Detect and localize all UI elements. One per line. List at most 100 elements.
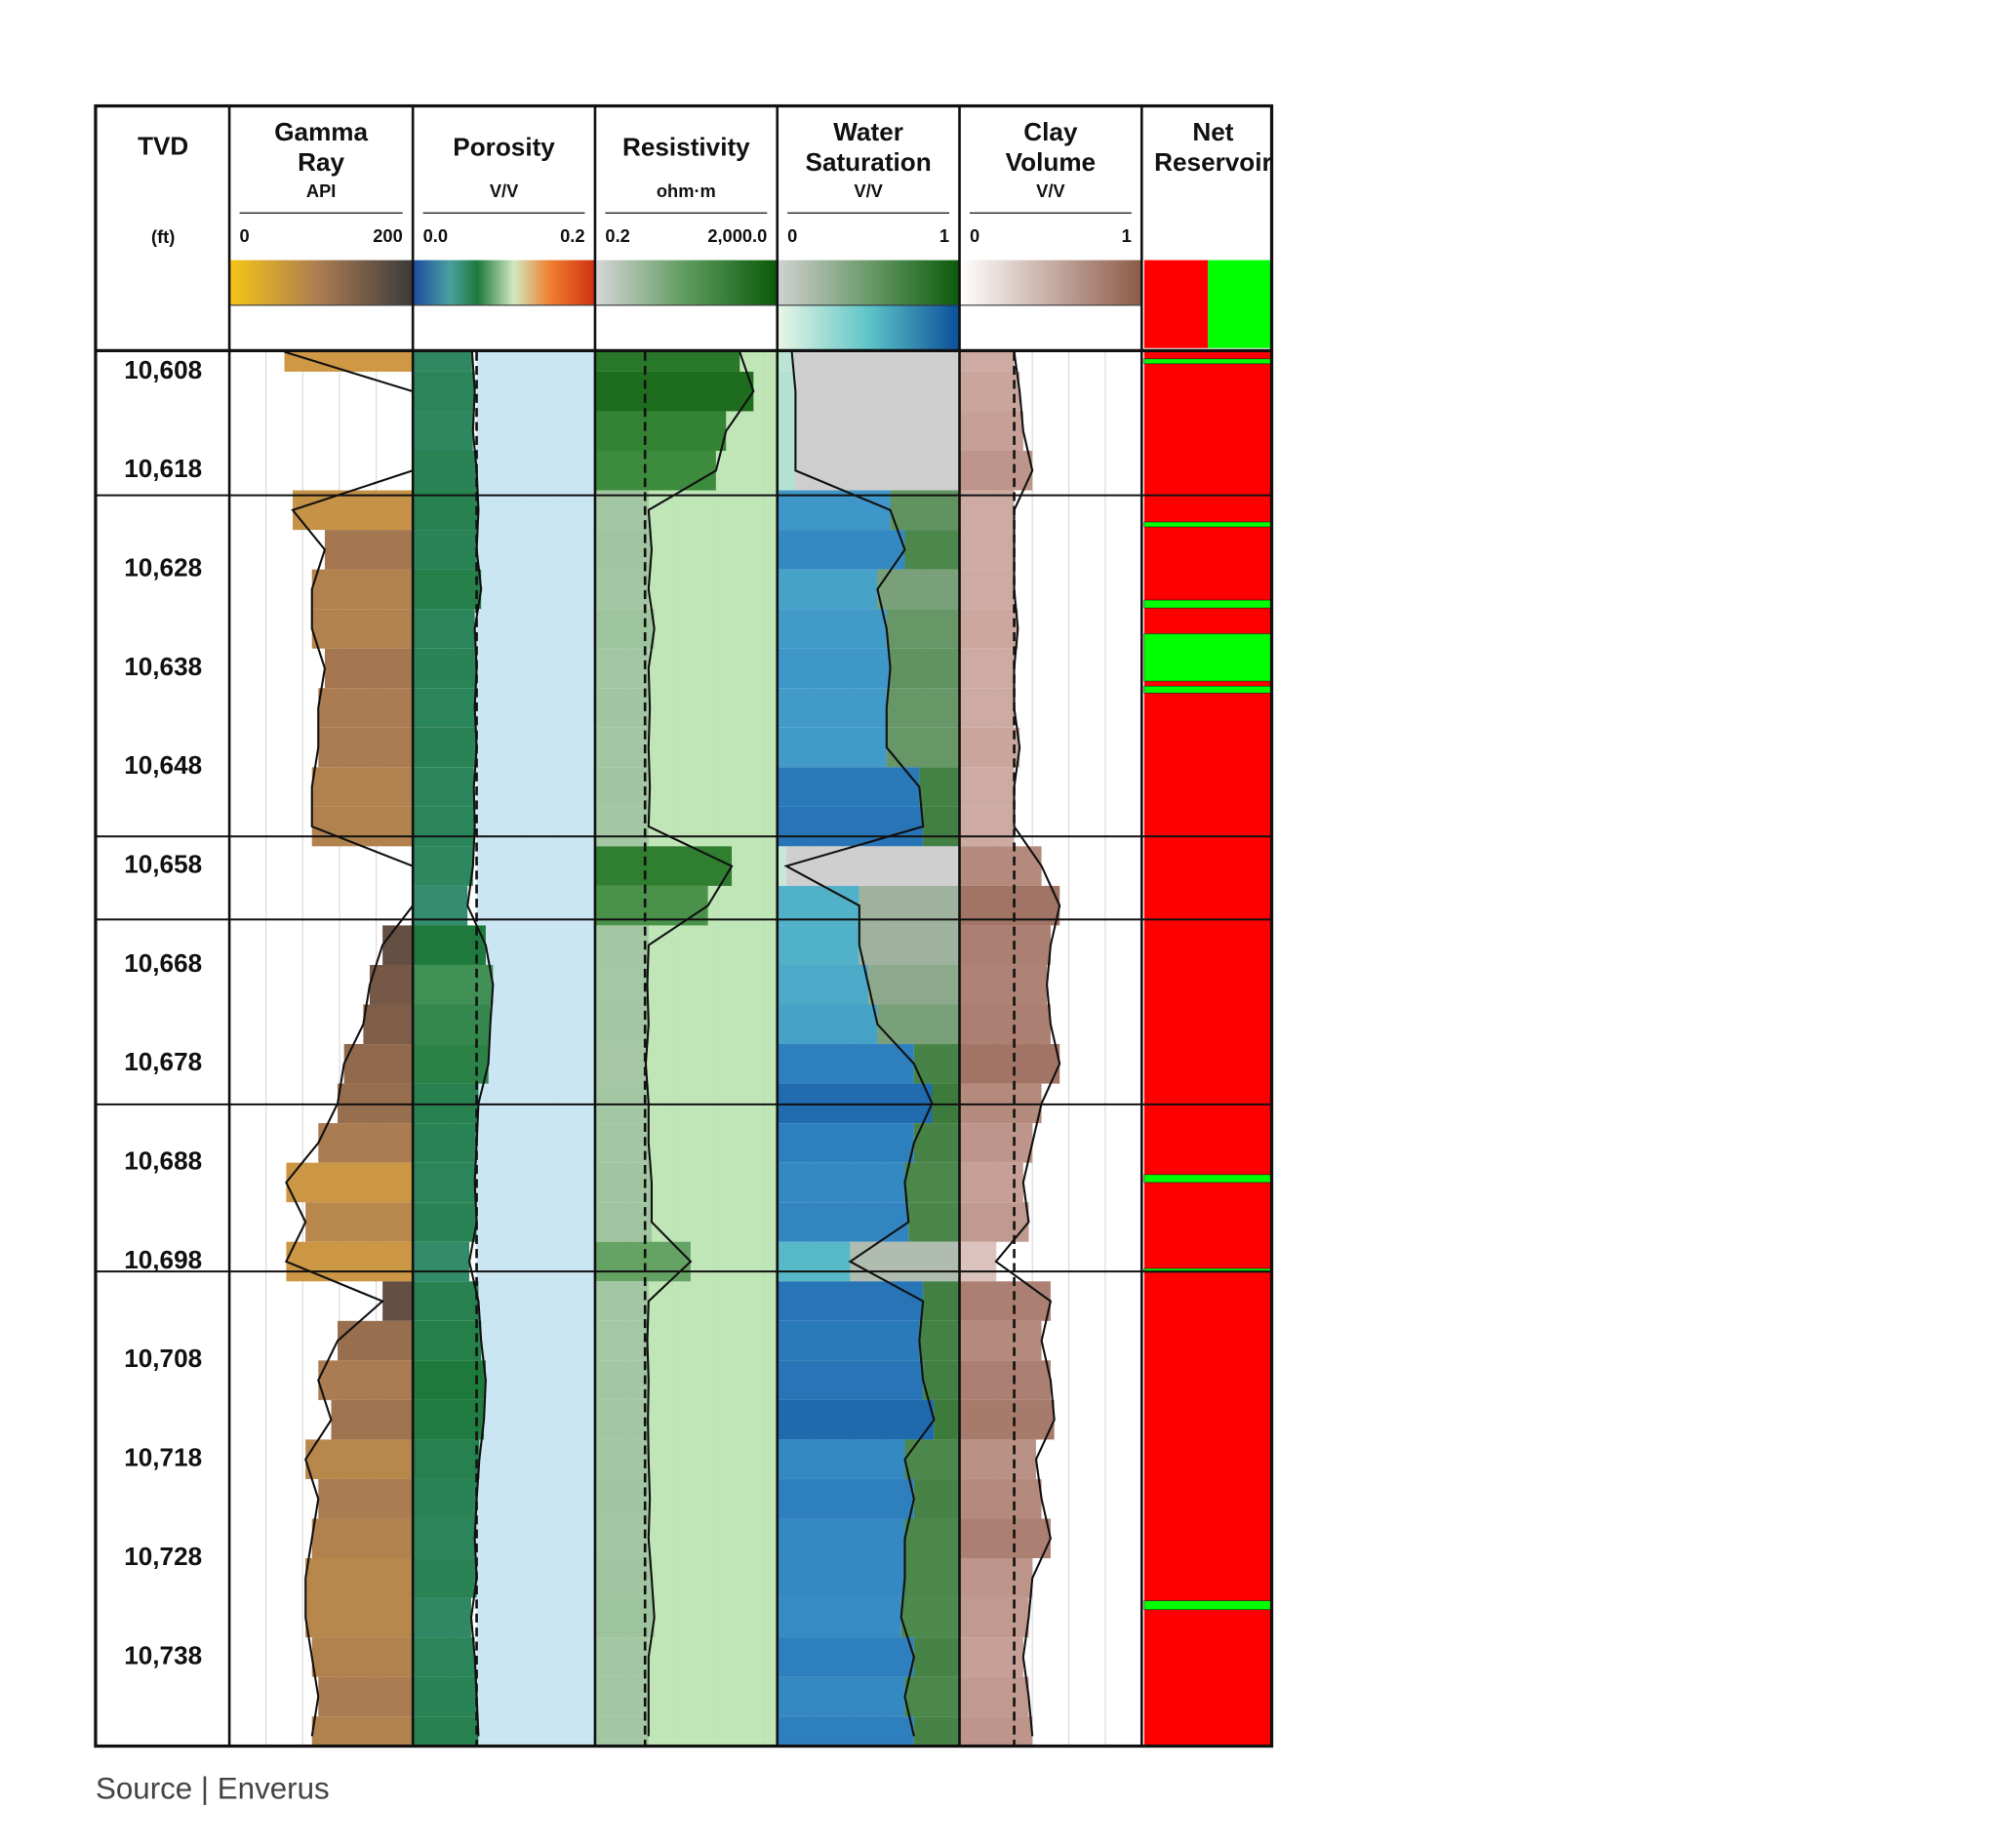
curve-fill xyxy=(305,1202,414,1242)
curve-fill xyxy=(318,1123,414,1163)
scale-tick-label: 1 xyxy=(939,225,949,246)
curve-fill xyxy=(594,727,649,768)
curve-fill xyxy=(413,1320,482,1361)
curve-fill xyxy=(777,1083,933,1124)
curve-fill xyxy=(413,1123,477,1163)
curve-fill-right xyxy=(850,1241,960,1282)
curve-fill-right xyxy=(795,451,960,491)
curve-fill xyxy=(594,1558,653,1598)
curve-fill xyxy=(959,530,1015,570)
net-interval xyxy=(1143,358,1272,365)
curve-fill xyxy=(959,1320,1042,1361)
curve-fill xyxy=(286,1241,414,1282)
curve-fill xyxy=(777,1478,914,1519)
depth-tick-label: 10,708 xyxy=(124,1344,202,1373)
depth-tick-label: 10,718 xyxy=(124,1443,202,1472)
curve-fill xyxy=(594,371,754,412)
curve-fill xyxy=(413,490,479,531)
curve-fill-right xyxy=(913,1716,960,1747)
curve-fill-right xyxy=(932,1083,960,1124)
scale-tick-label: 0.2 xyxy=(560,225,584,246)
curve-fill-right xyxy=(923,1360,960,1400)
curve-fill xyxy=(594,1281,649,1321)
curve-fill xyxy=(777,609,887,649)
curve-fill xyxy=(594,688,651,728)
curve-fill xyxy=(413,1637,475,1677)
curve-fill xyxy=(959,806,1015,847)
curve-fill xyxy=(959,846,1042,886)
curve-fill xyxy=(286,1162,414,1203)
net-legend-net xyxy=(1208,260,1272,348)
track-unit: ohm·m xyxy=(657,181,716,201)
curve-fill-right xyxy=(877,569,960,610)
curve-fill xyxy=(959,1162,1023,1203)
curve-fill xyxy=(594,846,733,886)
curve-fill-right xyxy=(904,530,960,570)
scale-tick-label: 2,000.0 xyxy=(707,225,767,246)
depth-tick-label: 10,648 xyxy=(124,750,202,780)
curve-fill-right xyxy=(795,371,960,412)
depth-tick-label: 10,738 xyxy=(124,1640,202,1669)
curve-fill xyxy=(311,1637,414,1677)
curve-fill-right xyxy=(904,1162,960,1203)
curve-fill-right xyxy=(904,1558,960,1598)
curve-fill xyxy=(959,351,1015,372)
curve-fill xyxy=(594,1083,649,1124)
curve-fill xyxy=(594,1004,649,1045)
curve-fill xyxy=(292,490,414,531)
curve-fill xyxy=(413,1716,479,1747)
curve-fill-right xyxy=(786,846,960,886)
cutoff-shade xyxy=(645,351,778,1747)
curve-fill xyxy=(413,1202,477,1242)
curve-fill xyxy=(413,964,494,1005)
curve-fill xyxy=(318,1478,414,1519)
curve-fill-right xyxy=(919,1320,960,1361)
curve-fill xyxy=(311,1518,414,1559)
curve-fill-right xyxy=(890,648,960,689)
curve-fill xyxy=(594,1202,653,1242)
curve-fill xyxy=(382,1281,414,1321)
curve-fill xyxy=(959,688,1015,728)
curve-fill xyxy=(959,1123,1033,1163)
curve-fill xyxy=(594,1518,649,1559)
curve-fill xyxy=(305,1597,414,1638)
curve-fill xyxy=(594,806,649,847)
curve-fill xyxy=(959,767,1015,807)
curve-fill xyxy=(777,530,905,570)
net-interval xyxy=(1143,633,1272,682)
curve-fill xyxy=(594,1716,649,1747)
curve-fill xyxy=(959,490,1015,531)
curve-fill xyxy=(413,1478,477,1519)
curve-fill-right xyxy=(913,1637,960,1677)
curve-fill xyxy=(959,925,1051,965)
header-divider xyxy=(230,304,1142,306)
curve-fill-right xyxy=(795,411,960,452)
curve-fill xyxy=(959,1281,1051,1321)
curve-fill xyxy=(305,1439,414,1479)
curve-fill xyxy=(959,411,1023,452)
curve-fill xyxy=(959,1439,1036,1479)
curve-fill xyxy=(777,964,869,1005)
curve-fill xyxy=(594,1637,649,1677)
curve-fill xyxy=(594,1676,649,1717)
curve-fill xyxy=(413,1004,491,1045)
track-unit: V/V xyxy=(854,181,883,201)
depth-tick-label: 10,658 xyxy=(124,850,202,879)
curve-fill-right xyxy=(877,1004,960,1045)
curve-fill xyxy=(413,688,475,728)
depth-tick-label: 10,728 xyxy=(124,1542,202,1571)
curve-fill xyxy=(338,1320,414,1361)
curve-fill xyxy=(959,451,1033,491)
curve-fill xyxy=(594,1162,653,1203)
curve-fill xyxy=(959,727,1020,768)
net-legend-nonnet xyxy=(1143,260,1209,348)
curve-fill xyxy=(594,609,655,649)
curve-fill xyxy=(318,727,414,768)
curve-fill xyxy=(594,1320,648,1361)
curve-fill-right xyxy=(923,1281,960,1321)
track-title: Water Saturation xyxy=(805,118,932,178)
curve-fill xyxy=(413,351,472,372)
curve-fill xyxy=(594,451,716,491)
track-title: Porosity xyxy=(453,134,555,163)
